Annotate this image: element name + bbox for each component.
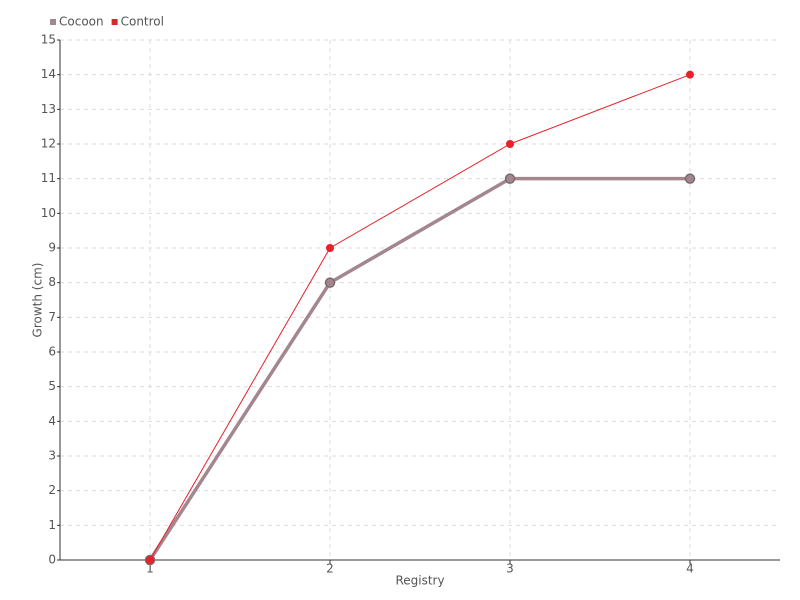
y-tick-label: 1 — [48, 518, 56, 532]
data-point — [686, 70, 694, 79]
data-point — [506, 140, 514, 148]
y-tick-label: 10 — [41, 206, 56, 220]
legend-label: Control — [121, 15, 164, 29]
y-tick-label: 14 — [41, 67, 56, 81]
series-line — [148, 176, 690, 561]
y-tick-label: 2 — [48, 483, 56, 497]
data-point — [324, 277, 336, 288]
x-tick-label: 3 — [506, 562, 514, 576]
y-tick-label: 13 — [41, 102, 56, 116]
y-tick-label: 9 — [48, 241, 56, 255]
legend-label: Cocoon — [59, 15, 104, 29]
y-tick-label: 4 — [48, 414, 56, 428]
y-tick-label: 7 — [48, 310, 56, 324]
y-tick-label: 5 — [48, 379, 56, 393]
data-point — [684, 173, 696, 184]
data-point — [146, 556, 154, 564]
series-line — [149, 74, 691, 561]
y-axis-label: Growth (cm) — [31, 263, 45, 338]
y-tick-label: 15 — [41, 33, 56, 47]
legend-swatch — [50, 19, 56, 25]
x-tick-label: 1 — [146, 562, 154, 576]
y-tick-label: 0 — [48, 553, 56, 567]
y-tick-label: 12 — [41, 137, 56, 151]
y-tick-label: 3 — [48, 449, 56, 463]
x-axis-label: Registry — [395, 574, 444, 588]
legend-swatch — [111, 19, 118, 25]
x-tick-label: 4 — [686, 562, 694, 576]
y-tick-label: 8 — [48, 275, 56, 289]
data-point — [326, 244, 334, 252]
y-tick-label: 6 — [48, 345, 56, 359]
x-tick-label: 2 — [326, 562, 334, 576]
data-point — [504, 173, 516, 184]
y-tick-label: 11 — [41, 171, 56, 185]
